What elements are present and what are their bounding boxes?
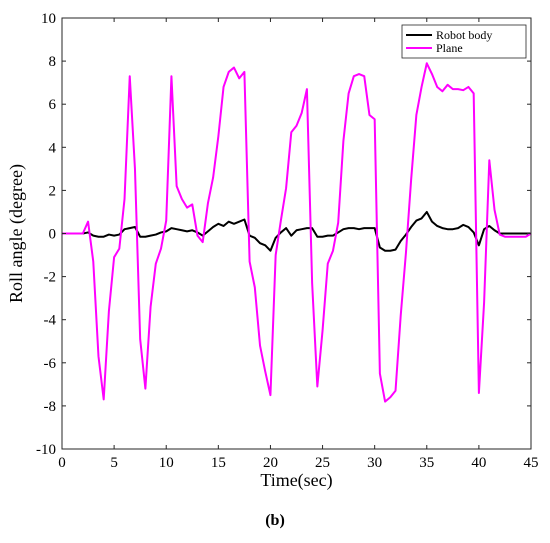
y-tick-label-2: 2 [49,183,57,199]
x-tick-label-25: 25 [315,455,330,471]
legend: Robot body Plane [401,24,527,59]
series-layer [62,62,532,403]
series-line-plane [62,62,532,403]
x-tick-label-0: 0 [58,455,66,471]
y-tick-label--4: -4 [44,313,57,329]
x-tick-label-10: 10 [159,455,174,471]
plot-area [62,18,531,449]
figure-caption: (b) [265,512,285,529]
legend-label-plane: Plane [436,41,463,55]
legend-label-robot-body: Robot body [436,28,492,42]
x-tick-label-40: 40 [471,455,486,471]
y-tick-label-8: 8 [49,54,57,70]
ticks-layer [61,17,532,450]
y-tick-label--8: -8 [44,399,57,415]
y-axis-label: Roll angle (degree) [6,164,27,303]
x-axis-label: Time(sec) [260,470,332,491]
y-tick-label--2: -2 [44,270,57,286]
tick-labels-layer: 0 5 10 15 20 25 30 35 40 45 -10 -8 -6 -4 -2 0 2 4 6 8 10 [36,11,539,471]
legend-box [401,24,527,59]
y-tick-label-4: 4 [49,140,57,156]
y-tick-label--10: -10 [36,442,56,458]
y-tick-label-0: 0 [49,227,57,243]
x-tick-label-35: 35 [419,455,434,471]
x-tick-label-15: 15 [211,455,226,471]
x-tick-label-30: 30 [367,455,382,471]
x-tick-label-20: 20 [263,455,278,471]
x-tick-label-45: 45 [524,455,539,471]
y-tick-label--6: -6 [44,356,57,372]
series-line-robot-body [62,210,531,252]
y-tick-label-6: 6 [49,97,57,113]
y-tick-label-10: 10 [41,11,56,27]
x-tick-label-5: 5 [110,455,118,471]
